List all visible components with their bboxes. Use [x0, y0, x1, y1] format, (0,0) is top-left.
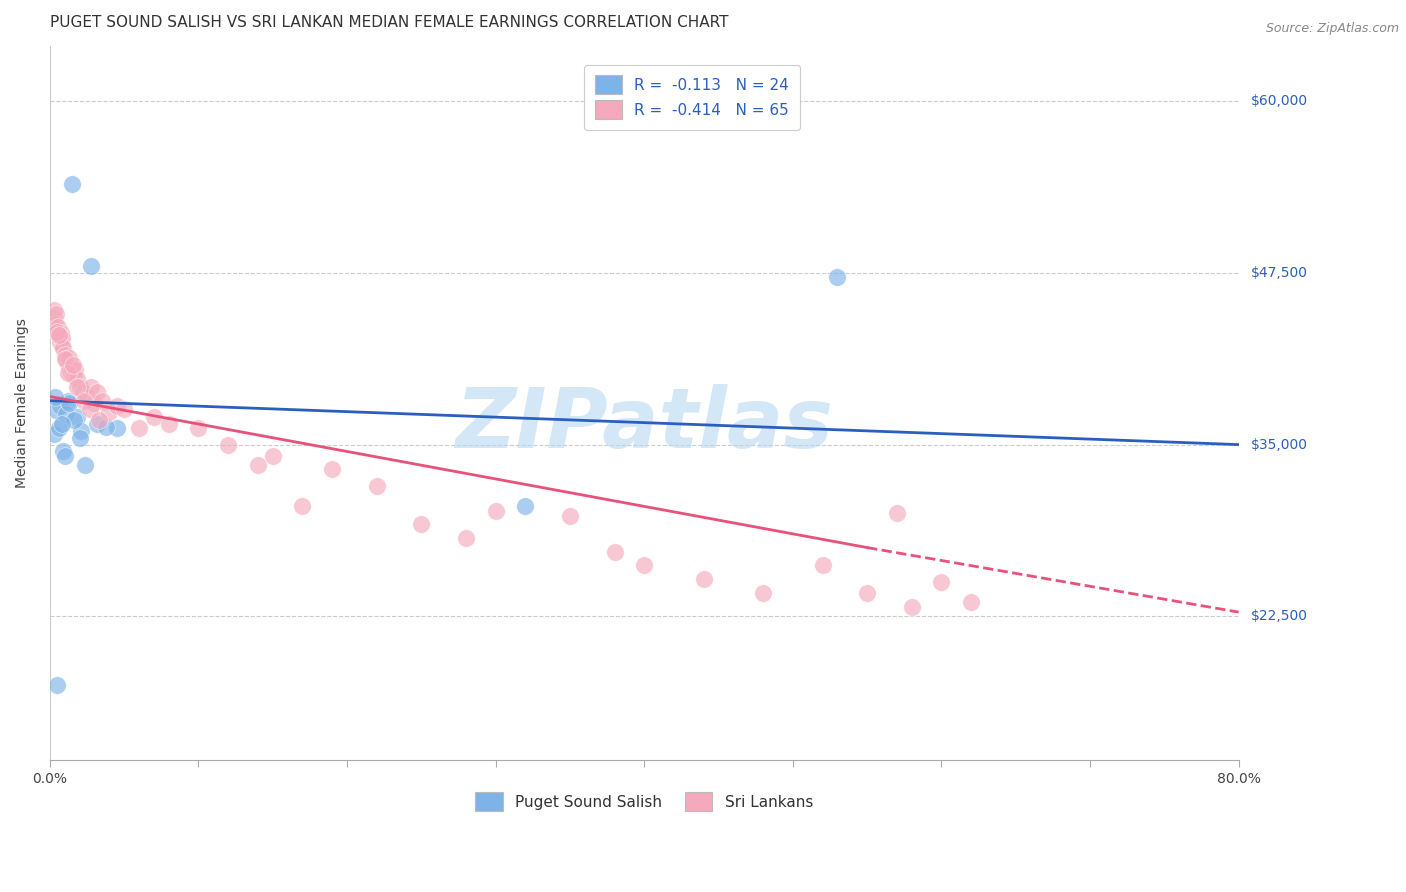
Puget Sound Salish — [51, 417, 73, 431]
Sri Lankans — [52, 342, 75, 356]
Sri Lankans — [886, 506, 908, 520]
Sri Lankans — [142, 410, 165, 425]
Sri Lankans — [66, 380, 89, 394]
Legend: Puget Sound Salish, Sri Lankans: Puget Sound Salish, Sri Lankans — [470, 786, 820, 817]
Sri Lankans — [55, 352, 77, 367]
Puget Sound Salish — [52, 444, 75, 458]
Sri Lankans — [73, 393, 96, 408]
Sri Lankans — [69, 380, 91, 394]
Sri Lankans — [246, 458, 269, 473]
Sri Lankans — [63, 363, 86, 377]
Sri Lankans — [485, 503, 508, 517]
Sri Lankans — [53, 348, 76, 362]
Sri Lankans — [187, 421, 209, 435]
Sri Lankans — [454, 531, 477, 545]
Sri Lankans — [45, 307, 67, 321]
Text: $22,500: $22,500 — [1250, 609, 1308, 624]
Text: Source: ZipAtlas.com: Source: ZipAtlas.com — [1265, 22, 1399, 36]
Sri Lankans — [59, 366, 82, 380]
Puget Sound Salish — [53, 449, 76, 463]
Text: ZIPatlas: ZIPatlas — [456, 384, 834, 466]
Sri Lankans — [603, 544, 626, 558]
Sri Lankans — [58, 366, 80, 380]
Sri Lankans — [46, 319, 69, 334]
Text: PUGET SOUND SALISH VS SRI LANKAN MEDIAN FEMALE EARNINGS CORRELATION CHART: PUGET SOUND SALISH VS SRI LANKAN MEDIAN … — [49, 15, 728, 30]
Sri Lankans — [98, 404, 121, 418]
Puget Sound Salish — [56, 393, 79, 408]
Sri Lankans — [83, 396, 105, 410]
Sri Lankans — [60, 360, 83, 375]
Puget Sound Salish — [75, 458, 97, 473]
Sri Lankans — [856, 586, 879, 600]
Sri Lankans — [105, 399, 128, 413]
Puget Sound Salish — [55, 408, 77, 422]
Sri Lankans — [291, 500, 314, 514]
Sri Lankans — [65, 372, 87, 386]
Sri Lankans — [48, 327, 70, 342]
Puget Sound Salish — [49, 399, 72, 413]
Sri Lankans — [558, 508, 581, 523]
Sri Lankans — [48, 327, 70, 342]
Sri Lankans — [86, 385, 108, 400]
Puget Sound Salish — [96, 419, 118, 434]
Puget Sound Salish — [62, 413, 84, 427]
Sri Lankans — [51, 330, 73, 344]
Sri Lankans — [128, 421, 150, 435]
Sri Lankans — [56, 358, 79, 372]
Sri Lankans — [55, 352, 77, 367]
Puget Sound Salish — [46, 678, 69, 692]
Text: $47,500: $47,500 — [1250, 266, 1308, 280]
Puget Sound Salish — [105, 421, 128, 435]
Sri Lankans — [90, 393, 112, 408]
Sri Lankans — [262, 449, 284, 463]
Puget Sound Salish — [45, 403, 67, 417]
Sri Lankans — [44, 317, 66, 331]
Sri Lankans — [49, 334, 72, 349]
Sri Lankans — [692, 572, 714, 586]
Sri Lankans — [58, 351, 80, 365]
Puget Sound Salish — [827, 270, 849, 285]
Puget Sound Salish — [515, 500, 537, 514]
Sri Lankans — [62, 358, 84, 372]
Puget Sound Salish — [69, 431, 91, 445]
Sri Lankans — [72, 385, 94, 400]
Text: $60,000: $60,000 — [1250, 95, 1308, 108]
Puget Sound Salish — [86, 417, 108, 431]
Sri Lankans — [366, 479, 388, 493]
Sri Lankans — [633, 558, 655, 573]
Sri Lankans — [42, 321, 65, 335]
Sri Lankans — [46, 325, 69, 339]
Sri Lankans — [960, 595, 983, 609]
Sri Lankans — [42, 311, 65, 326]
Puget Sound Salish — [48, 421, 70, 435]
Y-axis label: Median Female Earnings: Median Female Earnings — [15, 318, 30, 488]
Sri Lankans — [45, 325, 67, 339]
Puget Sound Salish — [60, 177, 83, 191]
Puget Sound Salish — [80, 259, 103, 273]
Puget Sound Salish — [70, 424, 93, 438]
Puget Sound Salish — [44, 390, 66, 404]
Sri Lankans — [51, 339, 73, 353]
Sri Lankans — [87, 413, 110, 427]
Sri Lankans — [321, 462, 343, 476]
Sri Lankans — [62, 368, 84, 383]
Sri Lankans — [900, 599, 922, 614]
Sri Lankans — [752, 586, 775, 600]
Sri Lankans — [411, 517, 433, 532]
Sri Lankans — [217, 437, 239, 451]
Puget Sound Salish — [44, 426, 66, 441]
Sri Lankans — [931, 574, 953, 589]
Sri Lankans — [49, 326, 72, 341]
Sri Lankans — [811, 558, 834, 573]
Text: $35,000: $35,000 — [1250, 438, 1308, 451]
Sri Lankans — [76, 390, 98, 404]
Sri Lankans — [112, 401, 135, 416]
Sri Lankans — [44, 303, 66, 318]
Puget Sound Salish — [65, 410, 87, 425]
Puget Sound Salish — [58, 396, 80, 410]
Sri Lankans — [157, 417, 180, 431]
Sri Lankans — [80, 380, 103, 394]
Sri Lankans — [79, 401, 101, 416]
